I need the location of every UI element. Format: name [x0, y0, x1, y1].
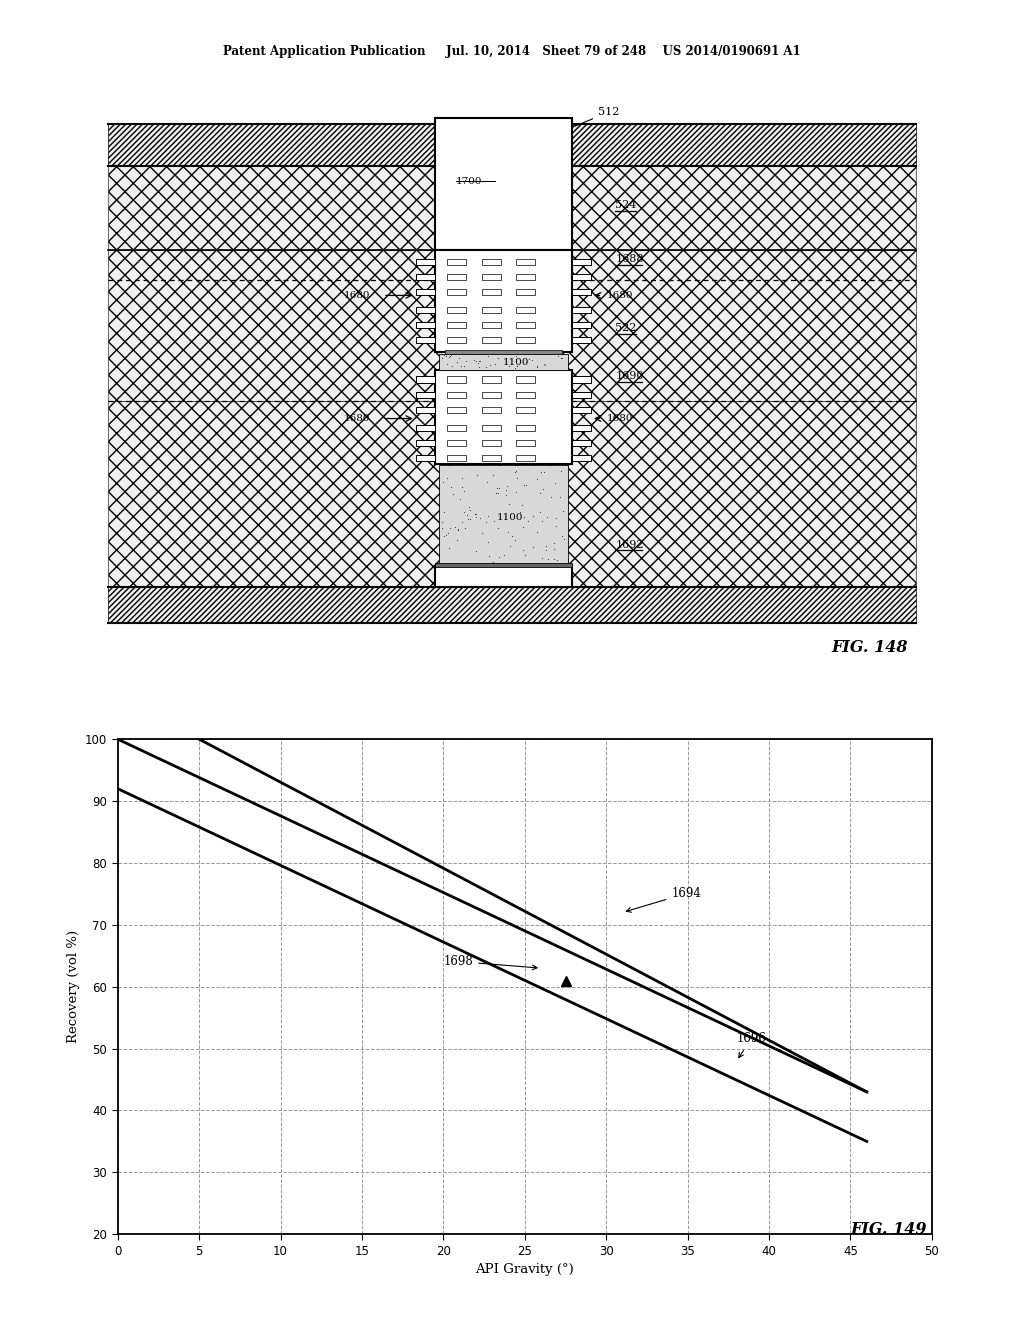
Bar	[447, 440, 466, 446]
Bar	[447, 454, 466, 461]
Bar	[516, 454, 536, 461]
Bar	[572, 322, 591, 329]
Text: 1680: 1680	[344, 290, 370, 300]
Text: 1700: 1700	[456, 177, 482, 186]
Text: 524: 524	[615, 201, 637, 210]
Bar	[572, 259, 591, 265]
Text: 1100: 1100	[497, 513, 523, 523]
Bar	[447, 275, 466, 280]
Bar	[434, 562, 572, 568]
Bar	[416, 425, 434, 430]
Text: 1680: 1680	[606, 414, 633, 422]
Bar	[447, 289, 466, 296]
Bar	[482, 454, 501, 461]
Bar	[416, 259, 434, 265]
Bar	[416, 275, 434, 280]
Bar	[447, 376, 466, 383]
Bar	[447, 259, 466, 265]
Bar	[516, 259, 536, 265]
Bar	[108, 166, 916, 251]
Bar	[482, 407, 501, 413]
Bar	[108, 400, 916, 586]
Bar	[108, 586, 916, 623]
Bar	[482, 425, 501, 430]
Text: 1698: 1698	[443, 956, 537, 970]
Bar	[447, 308, 466, 313]
Bar	[516, 440, 536, 446]
Text: 512: 512	[574, 107, 620, 127]
Bar	[572, 440, 591, 446]
Bar	[516, 338, 536, 343]
Bar	[416, 440, 434, 446]
Bar	[572, 308, 591, 313]
Bar	[482, 440, 501, 446]
Y-axis label: Recovery (vol %): Recovery (vol %)	[67, 931, 80, 1043]
Bar	[416, 454, 434, 461]
Bar	[416, 338, 434, 343]
Bar	[516, 407, 536, 413]
Bar	[439, 354, 568, 371]
Bar	[434, 119, 572, 251]
Bar	[108, 124, 916, 166]
Bar	[572, 338, 591, 343]
Bar	[447, 407, 466, 413]
Text: 1680: 1680	[344, 414, 370, 422]
Bar	[434, 251, 572, 352]
X-axis label: API Gravity (°): API Gravity (°)	[475, 1263, 574, 1276]
Bar	[572, 407, 591, 413]
Bar	[416, 407, 434, 413]
Text: 1690: 1690	[615, 371, 644, 381]
Bar	[434, 371, 572, 463]
Bar	[482, 338, 501, 343]
Bar	[482, 275, 501, 280]
Bar	[447, 322, 466, 329]
Bar	[516, 308, 536, 313]
Bar	[416, 322, 434, 329]
Text: 1692: 1692	[615, 540, 644, 549]
Text: 522: 522	[615, 323, 637, 334]
Bar	[572, 275, 591, 280]
Bar	[447, 425, 466, 430]
Text: FIG. 149: FIG. 149	[850, 1221, 927, 1238]
Bar	[516, 392, 536, 397]
Bar	[108, 251, 916, 400]
Bar	[439, 466, 568, 565]
Text: 1100: 1100	[503, 358, 529, 367]
Bar	[416, 289, 434, 296]
Text: Patent Application Publication     Jul. 10, 2014   Sheet 79 of 248    US 2014/01: Patent Application Publication Jul. 10, …	[223, 45, 801, 58]
Bar	[416, 308, 434, 313]
Bar	[572, 392, 591, 397]
Bar	[447, 338, 466, 343]
Bar	[416, 376, 434, 383]
Bar	[516, 322, 536, 329]
Bar	[482, 376, 501, 383]
Text: 1688: 1688	[615, 255, 644, 264]
Bar	[416, 392, 434, 397]
Bar	[434, 566, 572, 586]
Text: 1680: 1680	[606, 290, 633, 300]
Bar	[516, 425, 536, 430]
Bar	[572, 289, 591, 296]
Bar	[482, 289, 501, 296]
Bar	[482, 259, 501, 265]
Bar	[516, 376, 536, 383]
Bar	[482, 392, 501, 397]
Bar	[516, 289, 536, 296]
Bar	[444, 350, 562, 354]
Bar	[482, 308, 501, 313]
Bar	[572, 454, 591, 461]
Bar	[572, 376, 591, 383]
Bar	[482, 322, 501, 329]
Text: 1694: 1694	[627, 887, 701, 912]
Bar	[447, 392, 466, 397]
Bar	[516, 275, 536, 280]
Bar	[572, 425, 591, 430]
Text: FIG. 148: FIG. 148	[831, 639, 907, 656]
Text: 1696: 1696	[736, 1032, 766, 1057]
